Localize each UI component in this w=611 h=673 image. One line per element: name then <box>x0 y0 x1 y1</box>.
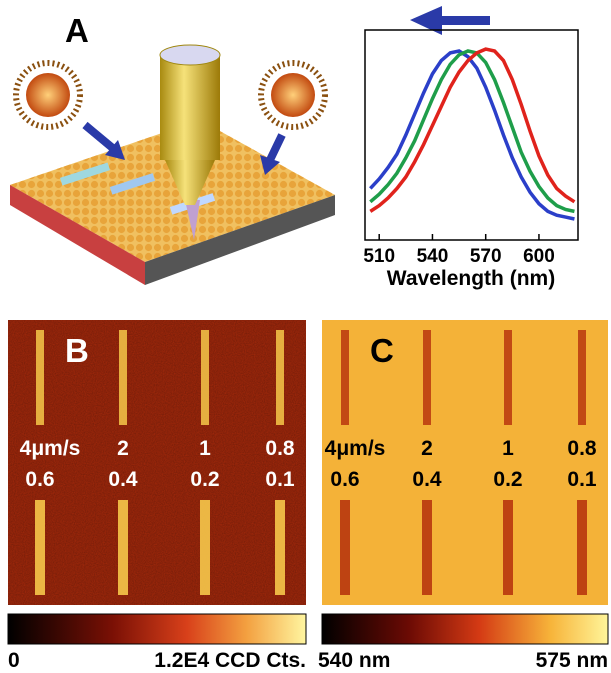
figure: A Wavelength (nm) 510 540 570 600 B C 0 1.2… <box>0 0 611 673</box>
speed-label: 2 <box>117 437 129 460</box>
panel-c <box>322 320 608 605</box>
spectrum-plot: Wavelength (nm) 510 540 570 600 <box>363 30 578 290</box>
spectrum-line <box>370 51 574 211</box>
speed-label: 1 <box>199 437 211 460</box>
force-label: 0.2 <box>493 468 522 491</box>
stripe <box>423 330 431 425</box>
x-tick-label: 510 <box>363 246 395 267</box>
stripe <box>200 500 210 595</box>
x-tick-label: 570 <box>470 246 502 267</box>
force-label: 0.2 <box>190 468 219 491</box>
stripe <box>36 330 44 425</box>
speed-label: 0.8 <box>265 437 295 460</box>
colorbar-min: 540 nm <box>318 649 390 672</box>
stripe <box>119 330 127 425</box>
panel-label: A <box>65 12 89 49</box>
speed-label: 2 <box>421 437 433 460</box>
speed-label: 1 <box>502 437 514 460</box>
stripe <box>503 500 513 595</box>
force-label: 0.1 <box>265 468 295 491</box>
x-axis-label: Wavelength (nm) <box>387 267 555 290</box>
colorbar-max: 575 nm <box>536 649 608 672</box>
stripe <box>201 330 209 425</box>
force-label: 0.6 <box>330 468 359 491</box>
spectrum-line <box>370 49 574 211</box>
force-label: 0.6 <box>25 468 54 491</box>
speed-label: 4μm/s <box>20 437 81 460</box>
force-label: 0.4 <box>412 468 442 491</box>
stripe <box>341 330 349 425</box>
colorbar-max: 1.2E4 CCD Cts. <box>154 649 306 672</box>
speed-label: 0.8 <box>567 437 597 460</box>
x-tick-label: 600 <box>523 246 555 267</box>
colorbar-min: 0 <box>8 649 20 672</box>
stripe <box>422 500 432 595</box>
stripe <box>276 330 284 425</box>
force-label: 0.4 <box>108 468 138 491</box>
panel-b <box>8 320 306 605</box>
stripe <box>35 500 45 595</box>
stripe <box>578 330 586 425</box>
stripe <box>118 500 128 595</box>
stripe <box>275 500 285 595</box>
stripe <box>577 500 587 595</box>
force-label: 0.1 <box>567 468 597 491</box>
colorbar <box>322 614 608 644</box>
stripe <box>504 330 512 425</box>
x-tick-label: 540 <box>417 246 449 267</box>
stripe <box>340 500 350 595</box>
illustration <box>10 45 335 285</box>
speed-label: 4μm/s <box>325 437 386 460</box>
colorbar <box>8 614 306 644</box>
panel-label: B <box>65 332 89 369</box>
panel-label: C <box>370 332 394 369</box>
